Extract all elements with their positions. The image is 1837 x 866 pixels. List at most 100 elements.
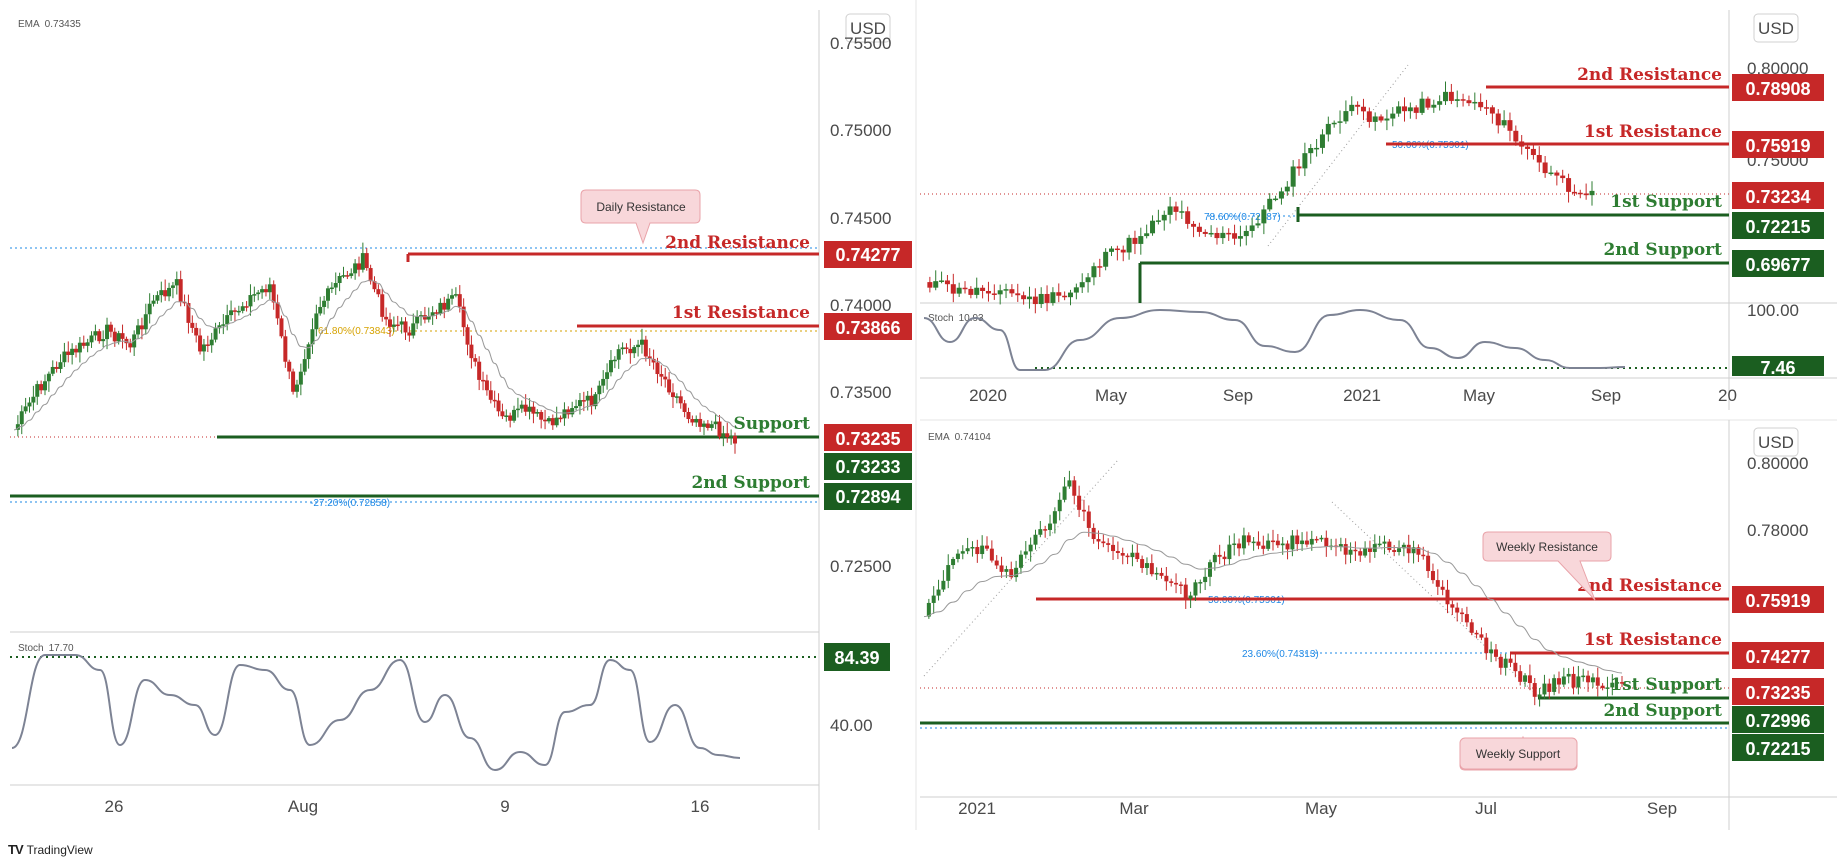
candle-body (1583, 193, 1589, 196)
candle-body (1537, 694, 1542, 697)
candle-body (1396, 106, 1402, 114)
monthly-currency-badge[interactable] (1753, 13, 1799, 43)
candle-body (1207, 562, 1212, 577)
candle-body (1026, 296, 1032, 300)
candle-body (1267, 198, 1273, 210)
candle-body (190, 322, 195, 328)
tradingview-brand[interactable]: TV TradingView (8, 842, 93, 857)
candle-body (570, 408, 575, 415)
candle-body (678, 396, 683, 404)
candle-body (1464, 614, 1469, 623)
candle-body (1191, 223, 1197, 227)
candle-body (574, 406, 579, 409)
candle-body (535, 412, 540, 414)
daily-badge-2nd-support-text: 0.72894 (835, 487, 900, 507)
monthly-badge-2nd-support (1732, 250, 1824, 277)
candle-body (310, 329, 315, 345)
candle-body (939, 280, 945, 282)
candle-body (500, 411, 505, 417)
candle-body (1114, 248, 1120, 251)
candle-body (941, 580, 946, 590)
candle-body (1227, 544, 1232, 560)
daily-currency-badge[interactable] (845, 13, 891, 43)
candle-body (136, 325, 141, 335)
candle-body (209, 339, 214, 346)
candle-body (461, 306, 466, 328)
monthly-badge-2nd-resistance (1732, 74, 1824, 101)
candle-body (1140, 559, 1145, 568)
candle-body (1097, 266, 1103, 268)
candle-body (128, 343, 133, 348)
candle-body (81, 342, 86, 346)
candle-body (1319, 134, 1325, 148)
weekly-2nd-support-label: 2nd Support (1603, 701, 1722, 721)
candle-body (298, 371, 303, 385)
candle-body (980, 287, 986, 291)
candle-body (1355, 104, 1361, 107)
candle-body (1077, 495, 1082, 510)
candle-body (1285, 543, 1290, 550)
candle-body (515, 408, 520, 411)
candle-body (411, 323, 416, 336)
candle-body (1472, 101, 1478, 104)
candle-body (950, 284, 956, 294)
candle-body (1144, 563, 1149, 568)
candle-body (636, 344, 641, 348)
candle-body (19, 411, 24, 425)
daily-tick: 0.74000 (830, 296, 891, 315)
candle-body (1278, 191, 1284, 199)
candle-body (66, 351, 71, 355)
candle-body (1062, 295, 1068, 298)
candle-body (1202, 231, 1208, 234)
candle-body (372, 281, 377, 290)
weekly-currency-badge[interactable] (1753, 427, 1799, 457)
candle-body (1086, 511, 1091, 528)
candle-body (1425, 98, 1431, 108)
candle-body (956, 287, 962, 294)
candle-body (1542, 162, 1548, 174)
candle-body (407, 332, 412, 336)
candle-body (566, 409, 571, 415)
candle-body (1067, 480, 1072, 487)
candle-body (349, 273, 354, 276)
daily-badge-2nd-support (824, 483, 912, 510)
candle-body (1479, 634, 1484, 638)
candle-body (1159, 572, 1164, 576)
candle-body (1120, 249, 1126, 253)
candle-body (496, 400, 501, 412)
candle-body (585, 395, 590, 401)
candle-body (1271, 540, 1275, 543)
monthly-badge-2nd-support-text: 0.69677 (1745, 255, 1810, 275)
candle-body (589, 395, 594, 407)
candle-body (1448, 91, 1454, 101)
candle-body (1173, 206, 1179, 212)
candle-body (120, 333, 125, 339)
candle-body (698, 418, 703, 427)
candle-body (597, 385, 602, 395)
candle-body (1620, 682, 1624, 684)
candle-body (302, 359, 307, 372)
candle-body (970, 547, 975, 549)
weekly-tick: 0.78000 (1747, 521, 1808, 540)
candle-body (1443, 91, 1449, 102)
weekly-ema-label: EMA 0.74104 (928, 432, 991, 443)
daily-badge-current-text: 0.73235 (835, 429, 900, 449)
candle-body (294, 384, 299, 392)
candle-body (1111, 544, 1116, 552)
candle-body (329, 287, 334, 290)
candle-body (1003, 289, 1009, 291)
daily-badge-2nd-resistance (824, 241, 912, 268)
candle-body (1021, 295, 1027, 300)
candle-body (391, 324, 396, 327)
candle-body (1033, 534, 1038, 545)
candle-body (353, 263, 358, 274)
candle-body (97, 331, 102, 342)
candle-body (643, 339, 648, 357)
candle-body (434, 312, 439, 314)
candle-body (318, 306, 323, 314)
candle-body (1466, 100, 1472, 104)
candle-body (198, 335, 203, 352)
candle-body (453, 294, 458, 296)
candle-body (1610, 682, 1615, 688)
candle-body (1489, 107, 1495, 114)
